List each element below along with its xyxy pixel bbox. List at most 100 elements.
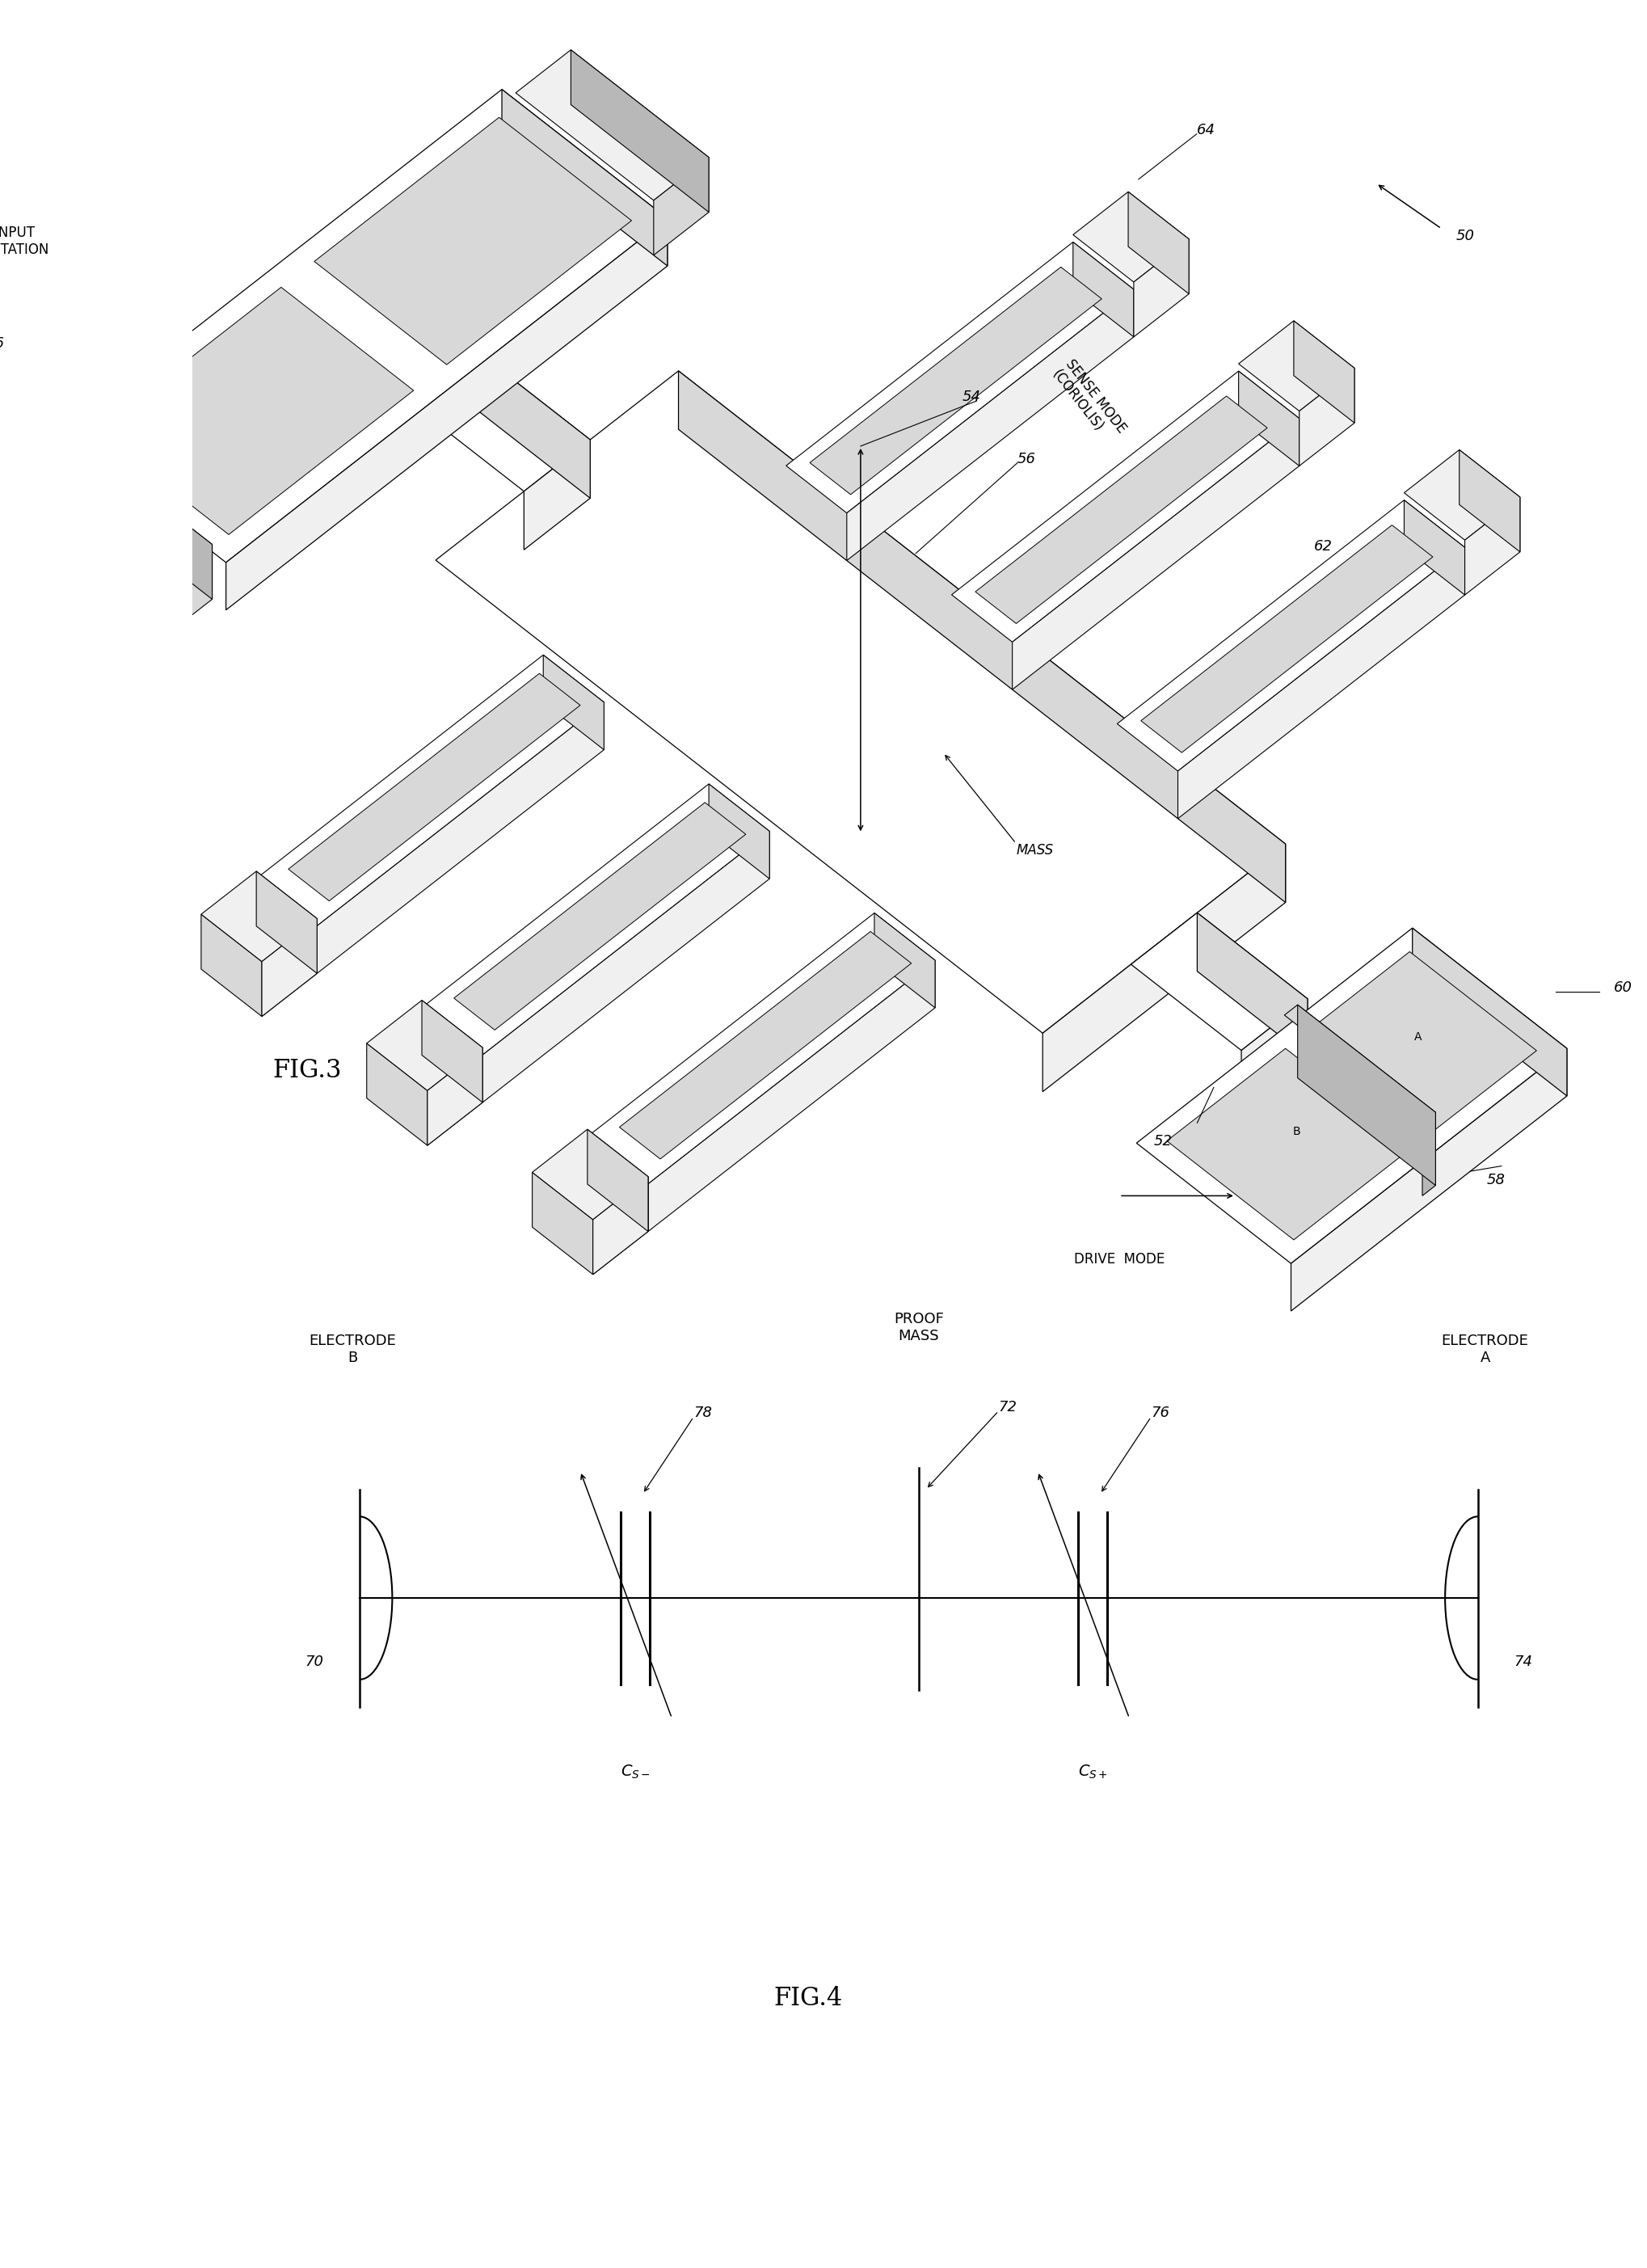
Text: FIG.3: FIG.3 <box>272 1057 341 1084</box>
Text: FIG.4: FIG.4 <box>774 1987 842 2012</box>
Polygon shape <box>619 932 911 1159</box>
Polygon shape <box>593 1177 649 1275</box>
Polygon shape <box>532 1136 649 1227</box>
Text: B: B <box>1293 1125 1301 1136</box>
Polygon shape <box>367 1000 483 1091</box>
Text: 50: 50 <box>1456 229 1474 243</box>
Text: ELECTRODE
B: ELECTRODE B <box>308 1334 395 1365</box>
Text: 58: 58 <box>1487 1173 1505 1188</box>
Polygon shape <box>201 878 316 968</box>
Text: A: A <box>1415 1032 1421 1043</box>
Polygon shape <box>201 914 262 1016</box>
Polygon shape <box>952 372 1299 642</box>
Polygon shape <box>649 959 935 1232</box>
Polygon shape <box>572 50 708 213</box>
Polygon shape <box>1285 1005 1436 1123</box>
Polygon shape <box>479 354 590 499</box>
Polygon shape <box>1133 238 1189 338</box>
Text: 70: 70 <box>305 1656 323 1669</box>
Polygon shape <box>532 1129 649 1220</box>
Polygon shape <box>1178 547 1464 819</box>
Polygon shape <box>532 1173 593 1275</box>
Polygon shape <box>588 1129 649 1232</box>
Polygon shape <box>74 438 212 599</box>
Text: 56: 56 <box>1018 451 1036 467</box>
Polygon shape <box>1128 193 1189 295</box>
Polygon shape <box>516 50 708 200</box>
Polygon shape <box>96 288 413 535</box>
Polygon shape <box>20 438 212 587</box>
Polygon shape <box>257 655 604 925</box>
Text: 52: 52 <box>1153 1134 1173 1150</box>
Polygon shape <box>975 397 1267 624</box>
Polygon shape <box>455 803 746 1030</box>
Polygon shape <box>875 914 935 1007</box>
Polygon shape <box>1295 320 1354 422</box>
Polygon shape <box>257 871 316 973</box>
Polygon shape <box>226 218 667 610</box>
Polygon shape <box>413 354 590 492</box>
Text: 66: 66 <box>0 336 5 352</box>
Polygon shape <box>367 1007 483 1098</box>
Polygon shape <box>316 703 604 973</box>
Polygon shape <box>1413 928 1566 1095</box>
Polygon shape <box>315 118 631 365</box>
Text: 72: 72 <box>998 1399 1018 1415</box>
Polygon shape <box>786 243 1133 513</box>
Text: $C_{S-}$: $C_{S-}$ <box>621 1762 651 1780</box>
Polygon shape <box>1136 928 1566 1263</box>
Polygon shape <box>654 156 708 256</box>
Text: DRIVE  MODE: DRIVE MODE <box>1074 1252 1164 1268</box>
Polygon shape <box>1308 953 1537 1129</box>
Text: 64: 64 <box>1197 122 1215 138</box>
Polygon shape <box>502 88 667 265</box>
Text: INPUT
ROTATION: INPUT ROTATION <box>0 225 49 256</box>
Polygon shape <box>1117 501 1464 771</box>
Polygon shape <box>1298 1005 1436 1186</box>
Polygon shape <box>1299 367 1354 465</box>
Polygon shape <box>1405 449 1520 540</box>
Polygon shape <box>679 372 1286 903</box>
Polygon shape <box>1166 1048 1413 1241</box>
Polygon shape <box>1197 912 1308 1057</box>
Polygon shape <box>422 1000 483 1102</box>
Text: 54: 54 <box>962 390 982 404</box>
Polygon shape <box>1013 417 1299 689</box>
Polygon shape <box>544 655 604 751</box>
Polygon shape <box>847 290 1133 560</box>
Text: SENSE MODE
(CORIOLIS): SENSE MODE (CORIOLIS) <box>1049 356 1128 447</box>
Polygon shape <box>593 1177 649 1275</box>
Polygon shape <box>1291 1048 1566 1311</box>
Polygon shape <box>708 785 769 878</box>
Text: 78: 78 <box>693 1406 712 1420</box>
Polygon shape <box>1074 193 1189 281</box>
Polygon shape <box>1141 526 1433 753</box>
Polygon shape <box>810 268 1102 494</box>
Polygon shape <box>61 88 667 562</box>
Polygon shape <box>1423 1111 1436 1195</box>
Text: 62: 62 <box>1314 540 1332 553</box>
Polygon shape <box>367 1043 427 1145</box>
Polygon shape <box>1131 912 1308 1050</box>
Text: MASS: MASS <box>1016 844 1052 857</box>
Polygon shape <box>1405 501 1464 594</box>
Text: 60: 60 <box>1614 980 1632 996</box>
Polygon shape <box>524 440 590 549</box>
Polygon shape <box>262 919 316 1016</box>
Polygon shape <box>288 674 580 900</box>
Text: ELECTRODE
A: ELECTRODE A <box>1441 1334 1528 1365</box>
Polygon shape <box>427 1048 483 1145</box>
Text: $C_{S+}$: $C_{S+}$ <box>1079 1762 1108 1780</box>
Text: 74: 74 <box>1514 1656 1533 1669</box>
Polygon shape <box>156 544 212 642</box>
Polygon shape <box>201 871 316 962</box>
Polygon shape <box>1239 372 1299 465</box>
Polygon shape <box>1074 243 1133 338</box>
Polygon shape <box>427 1048 483 1145</box>
Polygon shape <box>1459 449 1520 551</box>
Polygon shape <box>422 785 769 1055</box>
Polygon shape <box>1239 320 1354 411</box>
Polygon shape <box>1043 844 1286 1091</box>
Polygon shape <box>262 919 316 1016</box>
Polygon shape <box>483 832 769 1102</box>
